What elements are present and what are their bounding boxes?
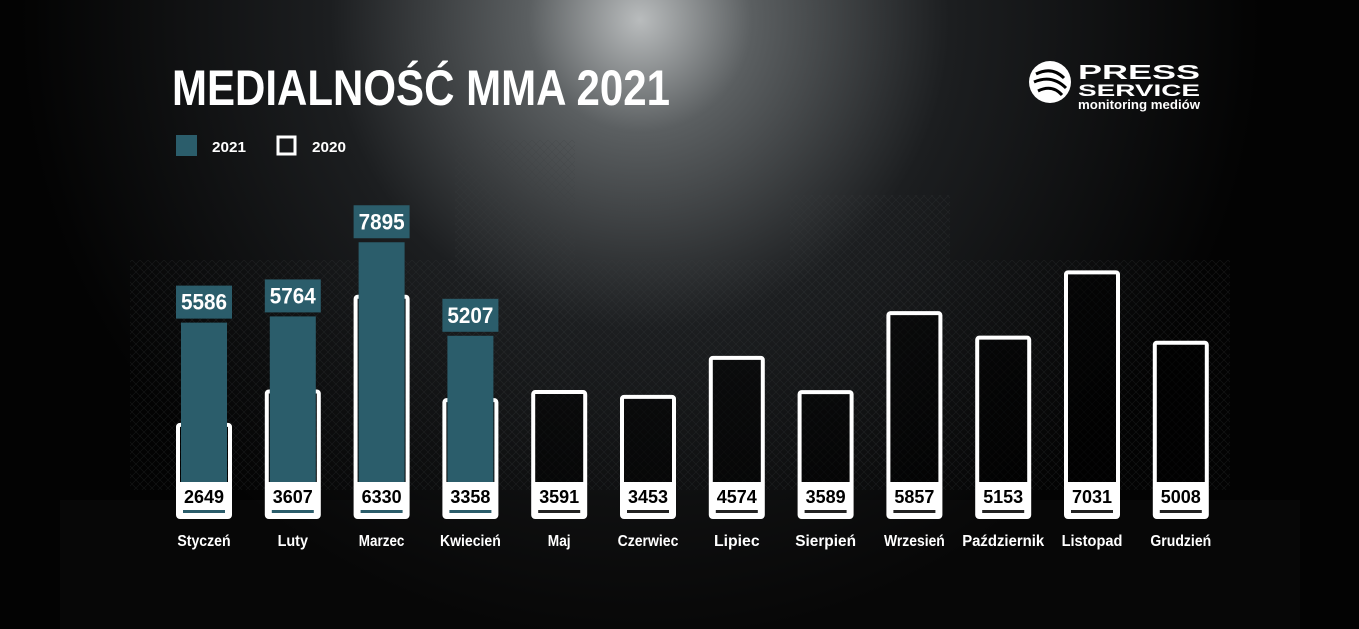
value-label-2020: 3607 [273,487,313,507]
value-label-2020: 3453 [628,487,668,507]
value-label-2020: 7031 [1072,487,1112,507]
x-tick-label: Sierpień [795,533,856,550]
value-label-2020: 3358 [450,487,490,507]
legend: 2021 2020 [176,135,346,156]
base-strip [183,510,225,513]
plot: 5586 2649 Styczeń 5764 3607 Luty 7895 6330 Marze… [176,205,1211,550]
value-label-2021: 5207 [447,303,493,328]
value-box-2021 [442,298,499,332]
value-label-2020: 6330 [362,487,402,507]
value-label-2021: 5586 [181,290,227,315]
legend-label: 2021 [212,139,246,156]
value-label-2020: 5008 [1161,487,1201,507]
base-strip [804,510,847,513]
x-tick-label: Kwiecień [440,533,501,550]
base-strip [538,510,581,513]
cage-backdrop [60,140,1300,629]
value-box-2021 [353,205,410,239]
chart-title: MEDIALNOŚĆ MMA 2021 [172,60,670,116]
value-label-2020: 4574 [717,487,757,507]
value-box-2021 [176,285,232,319]
bar-2020 [1064,270,1120,519]
logo: PRESS SERVICE monitoring mediów [1029,61,1201,112]
value-label-2020: 3591 [539,487,579,507]
base-strip [1071,510,1113,513]
base-strip [893,510,936,513]
logo-tagline: monitoring mediów [1078,97,1201,112]
legend-swatch [176,135,197,156]
x-tick-label: Luty [278,533,308,550]
legend-label: 2020 [312,139,346,156]
base-strip [982,510,1025,513]
base-strip [449,510,492,513]
x-tick-label: Listopad [1062,533,1123,550]
bar-2021 [358,242,405,517]
value-label-2021: 5764 [270,283,317,308]
value-label-2020: 3589 [806,487,846,507]
value-label-2021: 7895 [359,209,405,234]
logo-line2: SERVICE [1078,81,1200,100]
base-strip [1159,510,1202,513]
x-tick-label: Marzec [359,533,405,550]
base-strip [271,510,314,513]
x-tick-label: Grudzień [1150,533,1211,550]
value-label-2020: 2649 [184,487,224,507]
x-tick-label: Wrzesień [884,533,945,550]
x-tick-label: Styczeń [177,533,230,550]
x-tick-label: Lipiec [714,533,760,550]
legend-swatch [276,135,297,156]
base-strip [360,510,403,513]
base-strip [715,510,758,513]
x-tick-label: Maj [548,533,571,550]
logo-line1: PRESS [1078,62,1200,84]
x-tick-label: Czerwiec [618,533,679,550]
base-strip [627,510,669,513]
value-label-2020: 5857 [894,487,934,507]
value-box-2021 [264,279,321,313]
x-tick-label: Październik [962,533,1044,550]
value-label-2020: 5153 [983,487,1023,507]
